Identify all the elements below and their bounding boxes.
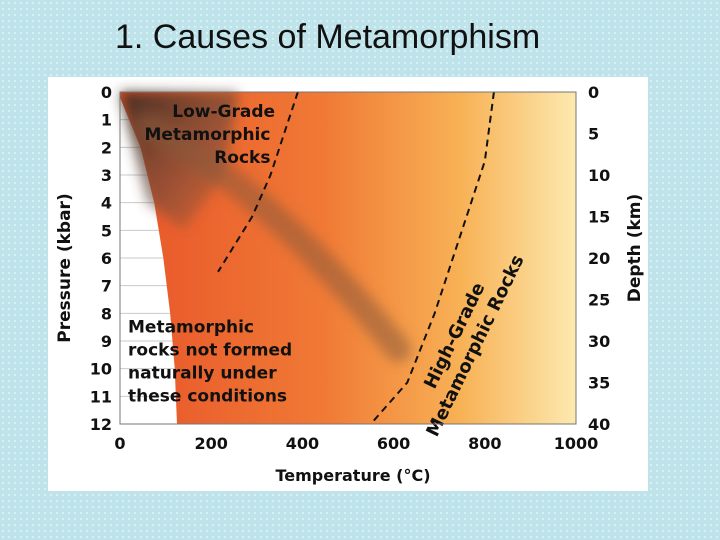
y-tick-label: 5 (101, 221, 112, 240)
y-tick-label: 11 (90, 387, 112, 406)
y-tick-label: 12 (90, 415, 112, 434)
pressure-temperature-chart: Low-GradeMetamorphicRocksHigh-GradeMetam… (55, 83, 645, 485)
y2-tick-label: 10 (588, 166, 610, 185)
x-axis-title: Temperature (°C) (275, 466, 430, 485)
y-tick-label: 1 (101, 111, 112, 130)
boundary-lines (217, 91, 495, 425)
unnatural-label-line: naturally under (128, 363, 277, 383)
y-tick-label: 4 (101, 194, 112, 213)
y-tick-label: 9 (101, 332, 112, 351)
y-tick-label: 3 (101, 166, 112, 185)
x-tick-label: 600 (377, 434, 410, 453)
figure-panel: Low-Grade Metamorphic Rocks High-Grade Metam… (48, 77, 648, 491)
plot-area (120, 92, 576, 424)
y-tick-label: 2 (101, 138, 112, 157)
y-axis-title: Pressure (kbar) (55, 193, 75, 342)
y-tick-label: 7 (101, 277, 112, 296)
high-grade-boundary (370, 91, 495, 425)
y2-tick-label: 25 (588, 291, 610, 310)
y-tick-label: 8 (101, 304, 112, 323)
x-tick-label: 0 (114, 434, 125, 453)
x-tick-label: 400 (286, 434, 319, 453)
y2-tick-label: 30 (588, 332, 610, 351)
geothermal-gradient-band (134, 112, 412, 363)
unnatural-label-line: Metamorphic (128, 317, 254, 337)
low-grade-label-line: Low-Grade (172, 102, 275, 122)
unnatural-label-line: rocks not formed (128, 340, 292, 360)
x-tick-label: 800 (468, 434, 501, 453)
y2-tick-label: 40 (588, 415, 610, 434)
y-tick-label: 10 (90, 360, 112, 379)
y2-tick-label: 5 (588, 125, 599, 144)
x-tick-label: 200 (194, 434, 227, 453)
y2-tick-label: 0 (588, 83, 599, 102)
plot-frame (119, 91, 577, 425)
low-grade-label-line: Metamorphic (144, 125, 270, 145)
x-tick-label: 1000 (554, 434, 599, 453)
unnatural-label-line: these conditions (128, 386, 287, 406)
y2-tick-label: 35 (588, 374, 610, 393)
slide-title: 1. Causes of Metamorphism (115, 18, 541, 56)
y2-axis-title: Depth (km) (625, 194, 645, 303)
y2-tick-label: 20 (588, 249, 610, 268)
y-tick-label: 0 (101, 83, 112, 102)
y-tick-label: 6 (101, 249, 112, 268)
y2-tick-label: 15 (588, 208, 610, 227)
low-grade-label-line: Rocks (214, 148, 270, 168)
low-grade-boundary (217, 91, 299, 273)
